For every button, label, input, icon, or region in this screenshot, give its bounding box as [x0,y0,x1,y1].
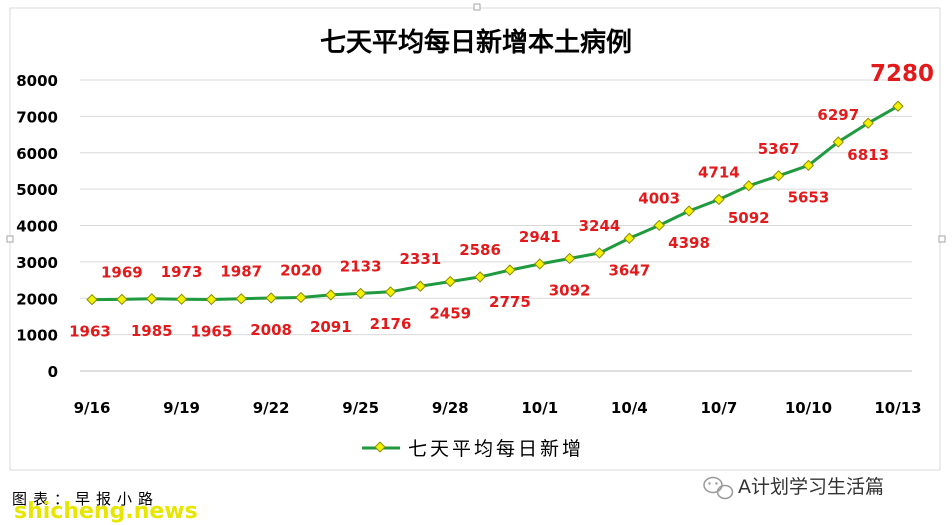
data-label: 6813 [847,146,889,164]
series-line-path [91,104,899,302]
y-tick-label: 0 [48,363,58,381]
data-point-marker [235,293,247,305]
data-label: 1987 [220,263,262,281]
data-point-marker [683,205,695,217]
data-label: 3092 [549,282,591,300]
data-label: 2459 [429,305,471,323]
x-tick-label: 10/10 [785,399,832,417]
data-point-marker [86,293,98,306]
x-tick-label: 9/19 [163,399,200,417]
x-axis-ticks: 9/16 9/19 9/22 9/25 9/28 10/1 10/4 10/7 10/10 10/… [74,399,922,417]
x-tick-label: 10/1 [521,399,558,417]
resize-handle-top[interactable] [473,3,481,11]
data-label: 3647 [608,261,650,279]
data-point-marker [743,180,755,192]
y-tick-label: 2000 [16,290,58,308]
data-label: 2176 [370,315,412,333]
data-label: 4003 [638,189,680,207]
data-label: 5653 [788,188,830,206]
data-point-marker [355,287,367,300]
x-tick-label: 9/16 [74,399,111,417]
data-label: 2331 [399,250,441,268]
gridlines [80,79,912,372]
data-label: 2091 [310,318,352,336]
watermark: shicheng.news [14,499,198,524]
data-label: 4398 [668,234,710,252]
data-label: 6297 [817,106,859,124]
data-point-marker [772,170,785,182]
data-label: 2020 [280,262,322,280]
data-point-marker [623,232,635,244]
data-point-marker [653,219,665,232]
resize-handle-left[interactable] [6,235,14,243]
data-label: 2775 [489,293,531,311]
y-tick-label: 5000 [16,181,58,199]
x-tick-label: 9/28 [432,399,469,417]
data-point-marker [832,136,844,148]
data-point-marker [116,293,128,306]
data-label: 2941 [519,228,561,246]
y-tick-label: 7000 [16,108,58,126]
chart-title: 七天平均每日新增本土病例 [320,27,632,58]
x-tick-label: 9/25 [342,399,379,417]
series-line [91,104,899,302]
data-point-marker [713,193,725,206]
data-point-marker [862,117,874,129]
brand-name: A计划学习生活篇 [738,476,884,498]
x-tick-label: 10/7 [700,399,737,417]
data-point-marker [175,293,188,305]
legend: 七天平均每日新增 [362,438,584,460]
data-point-marker [384,286,397,298]
series-markers [86,100,904,306]
data-label: 3244 [579,217,621,235]
resize-handle-right[interactable] [938,235,946,243]
data-label: 1969 [101,263,143,281]
y-tick-label: 8000 [16,72,58,90]
data-label: 4714 [698,164,740,182]
data-point-marker [593,247,606,259]
legend-marker-swatch [374,441,386,453]
x-tick-label: 9/22 [253,399,290,417]
data-point-marker [504,264,516,276]
data-label: 1963 [69,323,111,341]
data-label: 5367 [758,140,800,158]
data-point-marker [265,292,277,304]
data-label: 2008 [250,321,292,339]
data-point-marker [474,271,486,283]
data-point-marker [444,275,456,288]
data-point-marker [563,252,576,265]
x-tick-label: 10/13 [874,399,921,417]
y-tick-label: 1000 [16,327,58,345]
source-credit: 图表：早报小路 [12,490,159,508]
y-tick-label: 3000 [16,254,58,272]
legend-label: 七天平均每日新增 [408,438,584,460]
wechat-icon [703,476,734,500]
y-tick-label: 6000 [16,145,58,163]
data-point-marker [325,289,337,301]
data-point-marker [146,293,158,305]
data-point-marker [802,159,815,172]
data-point-marker [892,100,904,112]
y-tick-label: 4000 [16,218,58,236]
data-label: 5092 [728,209,770,227]
y-axis-ticks: 0 1000 2000 3000 4000 5000 6000 7000 8000 [16,72,58,381]
data-label: 1973 [161,263,203,281]
data-label: 1985 [131,322,173,340]
x-tick-label: 10/4 [611,399,648,417]
data-label: 7280 [870,61,934,87]
data-label: 2133 [340,257,382,275]
data-point-marker [534,258,546,270]
data-point-marker [295,291,307,304]
data-labels: 1963 1969 1985 1973 1965 1987 2008 2020 2091 2133… [69,61,934,340]
data-label: 2586 [459,241,501,259]
data-label: 1965 [191,323,233,341]
data-point-marker [205,293,218,306]
data-point-marker [414,280,427,292]
chart-frame [9,7,941,471]
